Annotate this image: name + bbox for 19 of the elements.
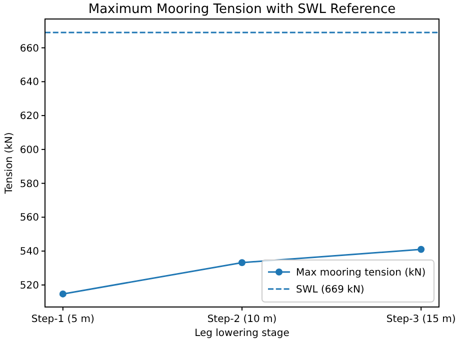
legend-label: SWL (669 kN) xyxy=(296,284,364,296)
y-tick-label: 520 xyxy=(20,280,39,292)
y-axis-title: Tension (kN) xyxy=(4,132,15,195)
x-tick-label: Step-2 (10 m) xyxy=(207,314,277,325)
y-tick-label: 580 xyxy=(20,178,39,190)
y-tick-label: 560 xyxy=(20,212,39,224)
point xyxy=(238,259,246,266)
y-tick-label: 620 xyxy=(20,111,39,122)
point xyxy=(418,246,425,253)
y-tick-label: 540 xyxy=(20,246,39,258)
x-tick-label: Step-3 (15 m) xyxy=(386,314,456,325)
x-axis-title: Leg lowering stage xyxy=(194,328,290,339)
y-tick-label: 600 xyxy=(20,144,39,156)
y-tick-label: 660 xyxy=(20,43,39,54)
legend-label: Max mooring tension (kN) xyxy=(296,268,426,278)
x-tick-label: Step-1 (5 m) xyxy=(31,314,95,325)
chart-title: Maximum Mooring Tension with SWL Reference xyxy=(88,2,396,17)
point xyxy=(59,290,66,298)
y-tick-label: 640 xyxy=(20,77,39,88)
